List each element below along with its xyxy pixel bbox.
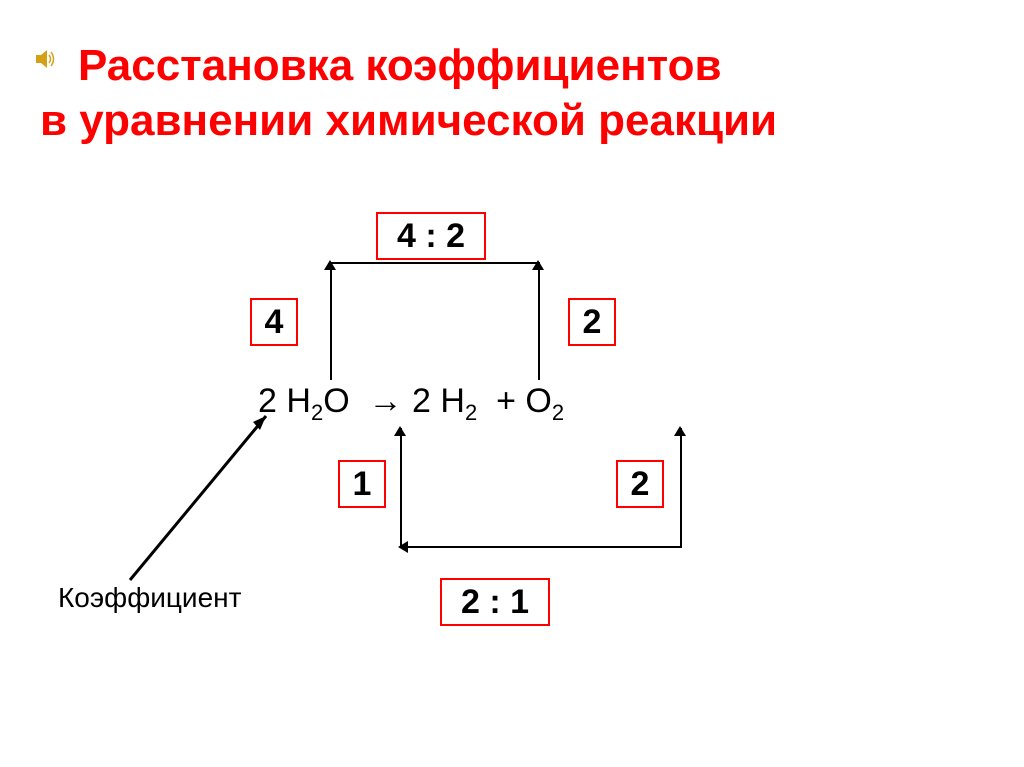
bottom-right-count: 2 bbox=[631, 465, 650, 504]
arrow-segment bbox=[330, 262, 540, 264]
formula1-sub: 2 bbox=[311, 400, 323, 425]
formula3-sub: 2 bbox=[552, 400, 564, 425]
arrow-segment bbox=[400, 546, 682, 548]
arrow-segment bbox=[680, 428, 682, 546]
formula2-h: H bbox=[440, 382, 465, 420]
coefficient-label: Коэффициент bbox=[58, 582, 241, 614]
formula2-sub: 2 bbox=[465, 400, 477, 425]
arrowhead-left-icon bbox=[398, 541, 408, 553]
chemical-equation: 2 H2O → 2 H2 + O2 bbox=[258, 382, 564, 426]
top-left-count-box: 4 bbox=[250, 298, 298, 346]
plus-sign: + bbox=[496, 382, 516, 420]
bottom-left-count-box: 1 bbox=[338, 460, 386, 508]
bottom-left-count: 1 bbox=[353, 465, 372, 504]
formula1-o: O bbox=[323, 382, 349, 420]
arrowhead-up-icon bbox=[674, 426, 686, 436]
bottom-ratio-box: 2 : 1 bbox=[440, 578, 550, 626]
top-ratio-value: 4 : 2 bbox=[397, 217, 465, 256]
reaction-arrow: → bbox=[369, 382, 403, 420]
arrow-segment bbox=[330, 262, 332, 380]
top-ratio-box: 4 : 2 bbox=[376, 212, 486, 260]
arrow-segment bbox=[400, 428, 402, 546]
top-right-count: 2 bbox=[583, 303, 602, 342]
title-line2: в уравнении химической реакции bbox=[40, 96, 777, 145]
coef-2: 2 bbox=[412, 382, 431, 420]
formula3-o: O bbox=[525, 382, 551, 420]
title-line1: Расстановка коэффициентов bbox=[78, 41, 722, 90]
arrowhead-up-icon bbox=[394, 426, 406, 436]
bottom-ratio-value: 2 : 1 bbox=[461, 583, 529, 622]
slide-title: Расстановка коэффициентов в уравнении хи… bbox=[0, 38, 1024, 148]
bottom-right-count-box: 2 bbox=[616, 460, 664, 508]
arrow-segment bbox=[538, 262, 540, 380]
top-right-count-box: 2 bbox=[568, 298, 616, 346]
top-left-count: 4 bbox=[265, 303, 284, 342]
coefficient-pointer-arrow bbox=[100, 410, 300, 610]
